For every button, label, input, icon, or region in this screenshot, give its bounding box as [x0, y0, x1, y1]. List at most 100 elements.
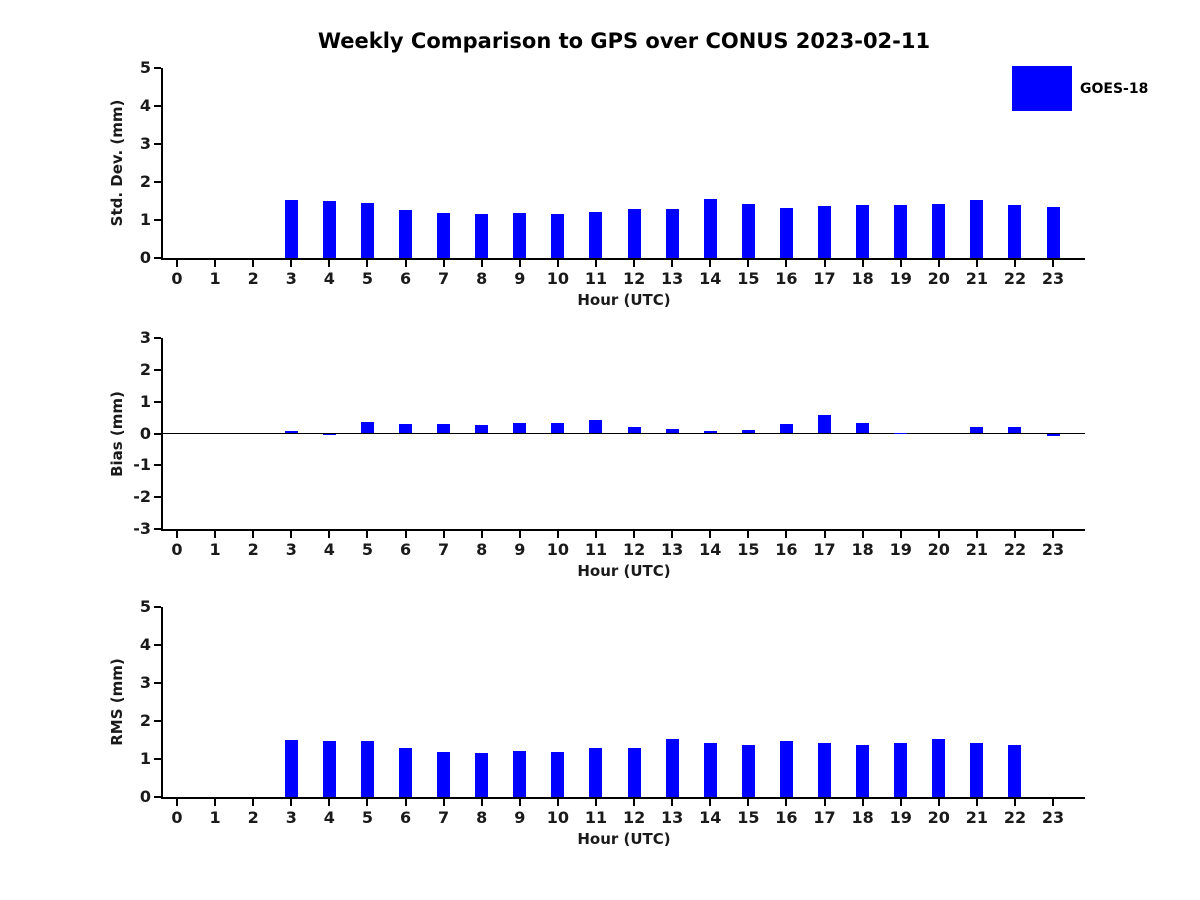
- x-tick-label: 15: [737, 540, 760, 559]
- x-tick: [214, 531, 217, 538]
- x-tick-label: 4: [323, 540, 335, 559]
- bar-hour-11: [589, 747, 603, 797]
- y-tick: [154, 181, 161, 183]
- x-tick: [556, 260, 559, 267]
- x-tick-label: 23: [1041, 269, 1065, 288]
- x-tick-label: 11: [584, 808, 608, 827]
- y-tick: [154, 219, 161, 221]
- y-tick: [154, 720, 161, 722]
- bar-hour-14: [703, 430, 717, 434]
- x-tick-label: 23: [1041, 540, 1065, 559]
- y-tick-label: 0: [139, 423, 151, 443]
- x-tick: [1052, 260, 1055, 267]
- zero-line: [163, 432, 1085, 435]
- bar-hour-15: [741, 204, 755, 258]
- x-tick: [252, 799, 255, 806]
- x-tick: [747, 799, 750, 806]
- x-tick: [594, 260, 597, 267]
- x-tick: [518, 799, 521, 806]
- x-tick: [176, 799, 178, 806]
- y-tick-label: 2: [139, 359, 151, 379]
- x-tick-label: 10: [546, 540, 570, 559]
- bar-hour-7: [437, 423, 451, 434]
- bar-hour-4: [322, 740, 336, 797]
- x-tick: [518, 531, 521, 538]
- y-axis: [161, 607, 163, 799]
- x-tick-label: 17: [813, 808, 836, 827]
- y-tick-label: 4: [139, 635, 151, 654]
- y-tick-label: 0: [139, 248, 151, 267]
- bar-hour-18: [856, 744, 870, 797]
- bar-hour-11: [589, 419, 603, 434]
- x-axis: [161, 529, 1085, 531]
- y-tick-label: -3: [133, 519, 151, 538]
- x-tick-label: 14: [699, 808, 722, 827]
- x-tick-label: 17: [813, 269, 836, 288]
- x-tick-label: 5: [361, 540, 373, 559]
- bar-hour-3: [284, 739, 298, 797]
- x-tick-label: 1: [209, 808, 221, 827]
- bar-hour-8: [475, 425, 489, 434]
- x-tick: [442, 260, 445, 267]
- bar-hour-5: [360, 740, 374, 797]
- x-tick: [366, 799, 369, 806]
- y-tick: [154, 606, 161, 608]
- y-tick-label: 5: [139, 58, 151, 77]
- x-axis-title: Hour (UTC): [577, 291, 671, 309]
- bar-hour-12: [627, 747, 641, 797]
- y-axis-title: RMS (mm): [108, 658, 126, 746]
- x-tick: [594, 531, 597, 538]
- x-tick: [975, 531, 978, 538]
- x-axis: [161, 258, 1085, 260]
- bar-hour-8: [475, 752, 489, 797]
- x-tick: [633, 799, 636, 806]
- y-tick: [154, 644, 161, 646]
- x-tick: [899, 531, 902, 538]
- x-tick-label: 23: [1041, 808, 1065, 827]
- bar-hour-6: [399, 210, 413, 258]
- x-tick-label: 22: [1003, 808, 1027, 827]
- bar-hour-13: [665, 428, 679, 434]
- bar-hour-15: [741, 429, 755, 434]
- bar-hour-5: [360, 203, 374, 258]
- x-axis-title: Hour (UTC): [577, 830, 671, 848]
- x-tick: [442, 531, 445, 538]
- x-tick-label: 0: [171, 808, 183, 827]
- x-tick: [214, 799, 217, 806]
- x-tick: [823, 799, 826, 806]
- x-tick-label: 3: [285, 269, 297, 288]
- x-tick-label: 16: [775, 808, 798, 827]
- x-tick-label: 4: [323, 808, 335, 827]
- bar-hour-23: [1046, 206, 1060, 258]
- bar-hour-9: [513, 422, 527, 434]
- bar-hour-7: [437, 751, 451, 797]
- x-tick: [404, 799, 407, 806]
- x-tick: [861, 260, 864, 267]
- x-tick-label: 19: [889, 269, 912, 288]
- x-tick-label: 13: [661, 269, 684, 288]
- x-tick: [937, 799, 940, 806]
- x-tick: [290, 531, 293, 538]
- bar-hour-17: [818, 205, 832, 258]
- x-tick: [709, 531, 712, 538]
- bar-hour-17: [818, 742, 832, 797]
- bar-hour-14: [703, 199, 717, 258]
- x-tick: [747, 531, 750, 538]
- bar-hour-21: [970, 200, 984, 258]
- x-tick: [671, 260, 674, 267]
- bar-hour-3: [284, 430, 298, 434]
- x-tick-label: 10: [546, 269, 570, 288]
- bar-hour-10: [551, 213, 565, 258]
- bar-hour-4: [322, 201, 336, 258]
- bar-hour-16: [779, 207, 793, 258]
- y-tick-label: 2: [139, 711, 151, 730]
- x-tick: [823, 531, 826, 538]
- bar-hour-21: [970, 743, 984, 797]
- x-tick-label: 15: [737, 808, 760, 827]
- x-tick-label: 1: [209, 269, 221, 288]
- x-tick: [633, 531, 636, 538]
- x-tick-label: 0: [171, 269, 183, 288]
- x-tick-label: 8: [476, 540, 488, 559]
- y-axis-title: Std. Dev. (mm): [108, 99, 126, 227]
- bar-hour-6: [399, 423, 413, 434]
